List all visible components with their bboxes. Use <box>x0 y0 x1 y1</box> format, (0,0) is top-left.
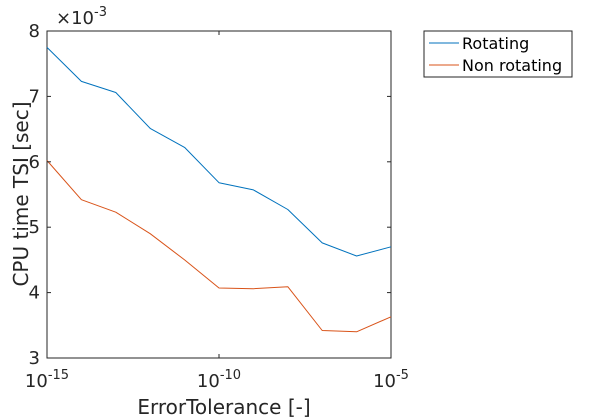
x-tick-label-base: 10 <box>25 371 48 392</box>
x-tick-label-base: 10 <box>373 371 396 392</box>
series-line-non-rotating <box>46 160 392 333</box>
y-tick-label: 3 <box>29 348 40 369</box>
x-tick-label-exponent: -10 <box>220 368 241 383</box>
y-tick-label: 4 <box>29 283 40 304</box>
y-tick-label: 5 <box>29 217 40 238</box>
y-multiplier-label: ×10-3 <box>56 5 107 29</box>
y-multiplier-exponent: -3 <box>94 5 107 20</box>
x-tick-label: 10-15 <box>25 368 69 392</box>
x-tick-label-exponent: -5 <box>396 368 409 383</box>
legend-label: Rotating <box>462 34 529 53</box>
x-tick-label: 10-5 <box>373 368 409 392</box>
y-tick-label: 6 <box>29 152 40 173</box>
legend-box <box>423 30 573 78</box>
axes-box <box>46 30 392 359</box>
y-multiplier-base: ×10 <box>56 8 94 29</box>
series-layer <box>46 47 392 333</box>
x-tick-label-exponent: -15 <box>48 368 69 383</box>
y-axis-label: CPU time TSI [sec] <box>9 101 33 286</box>
series-line-rotating <box>46 47 392 257</box>
legend: Rotating Non rotating <box>423 30 573 78</box>
y-tick-label: 8 <box>29 21 40 42</box>
x-axis-label: ErrorTolerance [-] <box>137 395 310 419</box>
legend-items: Rotating Non rotating <box>429 34 562 75</box>
legend-label: Non rotating <box>462 56 562 75</box>
labels-layer: ×10-3 ErrorTolerance [-] CPU time TSI [s… <box>9 5 311 419</box>
x-tick-label-base: 10 <box>197 371 220 392</box>
y-tick-label: 7 <box>29 86 40 107</box>
x-tick-label: 10-10 <box>197 368 241 392</box>
